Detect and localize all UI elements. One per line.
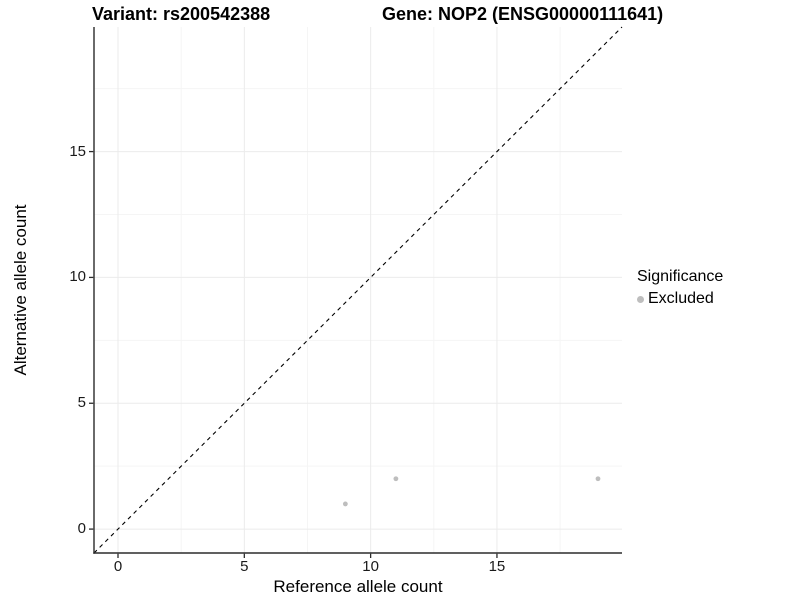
x-tick-label: 15 [488, 558, 506, 575]
identity-dashed-line [93, 26, 623, 554]
y-tick-label: 10 [69, 268, 86, 286]
plot-title-gene: Gene: NOP2 (ENSG00000111641) [382, 4, 664, 24]
legend-item-excluded: Excluded [637, 289, 723, 309]
data-point [393, 476, 399, 482]
x-tick-label: 0 [113, 558, 123, 575]
legend: Significance Excluded [637, 268, 723, 309]
y-tick-label: 0 [77, 520, 86, 538]
data-point [342, 501, 348, 507]
y-tick-label: 15 [69, 142, 86, 160]
data-point [595, 476, 601, 482]
legend-title: Significance [637, 268, 724, 285]
legend-item-label: Excluded [648, 290, 714, 307]
x-tick-label: 5 [240, 558, 249, 575]
y-tick-label: 5 [77, 394, 86, 412]
x-axis-title: Reference allele count [273, 577, 443, 596]
y-axis-title: Alternative allele count [11, 204, 30, 376]
legend-point-icon [637, 295, 644, 303]
plot-title-variant: Variant: rs200542388 [92, 4, 271, 24]
x-tick-label: 10 [362, 558, 379, 575]
